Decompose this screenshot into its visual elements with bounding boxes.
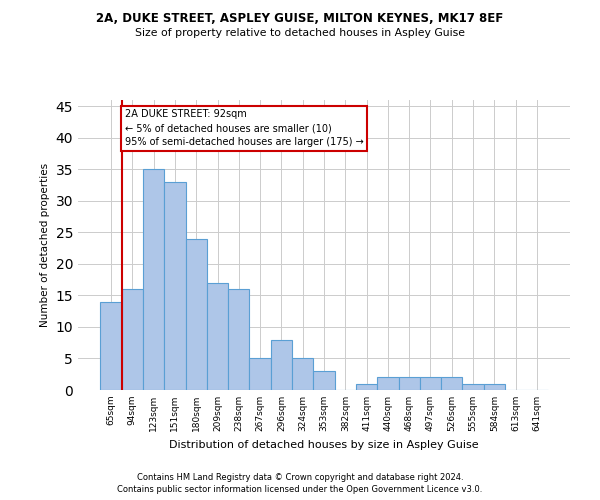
- Text: 2A DUKE STREET: 92sqm
← 5% of detached houses are smaller (10)
95% of semi-detac: 2A DUKE STREET: 92sqm ← 5% of detached h…: [125, 110, 364, 148]
- Bar: [377, 378, 398, 390]
- Text: Size of property relative to detached houses in Aspley Guise: Size of property relative to detached ho…: [135, 28, 465, 38]
- Bar: [228, 289, 250, 390]
- Bar: [143, 170, 164, 390]
- Bar: [420, 378, 441, 390]
- Bar: [463, 384, 484, 390]
- Bar: [207, 283, 228, 390]
- Bar: [356, 384, 377, 390]
- Bar: [484, 384, 505, 390]
- Bar: [292, 358, 313, 390]
- Y-axis label: Number of detached properties: Number of detached properties: [40, 163, 50, 327]
- Bar: [122, 289, 143, 390]
- Text: 2A, DUKE STREET, ASPLEY GUISE, MILTON KEYNES, MK17 8EF: 2A, DUKE STREET, ASPLEY GUISE, MILTON KE…: [97, 12, 503, 26]
- Text: Contains public sector information licensed under the Open Government Licence v3: Contains public sector information licen…: [118, 485, 482, 494]
- Bar: [398, 378, 420, 390]
- Bar: [250, 358, 271, 390]
- Bar: [313, 371, 335, 390]
- Text: Contains HM Land Registry data © Crown copyright and database right 2024.: Contains HM Land Registry data © Crown c…: [137, 472, 463, 482]
- Bar: [164, 182, 185, 390]
- Bar: [185, 238, 207, 390]
- Bar: [100, 302, 122, 390]
- X-axis label: Distribution of detached houses by size in Aspley Guise: Distribution of detached houses by size …: [169, 440, 479, 450]
- Bar: [441, 378, 463, 390]
- Bar: [271, 340, 292, 390]
